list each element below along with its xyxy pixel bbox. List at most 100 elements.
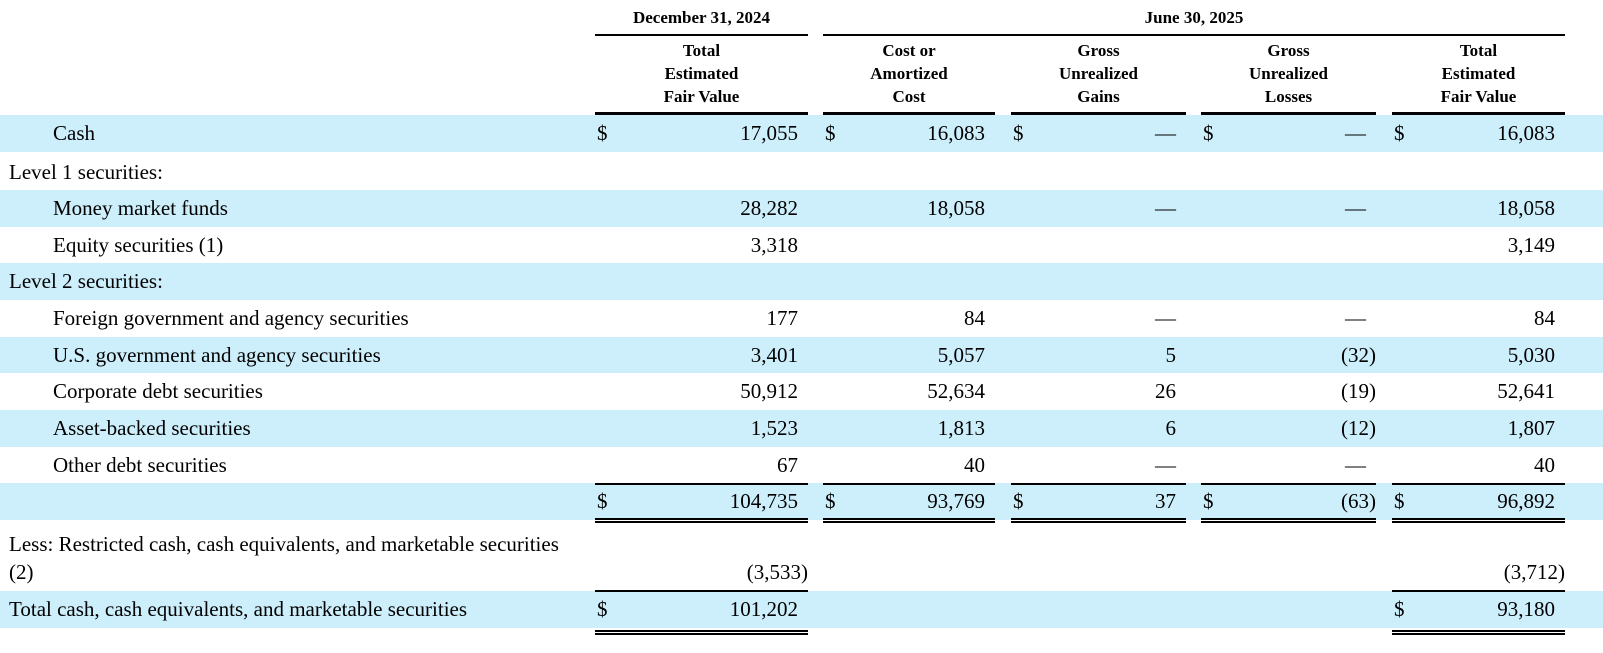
cell-value: 104,735 [729,489,798,513]
dollar-sign: $ [825,489,836,513]
column-header-underline [1011,112,1186,116]
cell-value: 84 [1534,306,1555,330]
dollar-sign: $ [1203,489,1214,513]
cell-value: 18,058 [927,196,985,220]
row-label: Level 2 securities: [9,269,163,293]
cell-value: 3,318 [750,233,798,257]
dollar-sign: $ [597,489,608,513]
subtotal-double-rule [1011,518,1186,523]
cell-value: 28,282 [740,196,798,220]
cell-value: 52,641 [1497,379,1555,403]
column-header: Total Estimated Fair Value [663,41,740,106]
row-highlight-band [0,483,1603,520]
cell-value: 1,807 [1507,416,1555,440]
row-label: Corporate debt securities [53,379,263,403]
cell-value: 5,030 [1507,343,1555,367]
cell-value: (19) [1341,379,1376,403]
subtotal-rule [1011,483,1186,485]
total-rule [595,590,808,592]
column-header-underline [1201,112,1376,116]
cell-value: 3,149 [1507,233,1555,257]
column-header-underline [595,112,808,116]
cell-value: (12) [1341,416,1376,440]
cell-value: — [1155,196,1176,220]
dollar-sign: $ [1013,489,1024,513]
subtotal-double-rule [1201,518,1376,523]
row-label: Asset-backed securities [53,416,251,440]
dollar-sign: $ [597,121,608,145]
dollar-sign: $ [1394,597,1405,621]
cell-value: (63) [1341,489,1376,513]
row-label: Equity securities (1) [53,233,224,257]
dollar-sign: $ [1013,121,1024,145]
cell-value: 3,401 [750,343,798,367]
total-double-rule [1392,630,1565,635]
cell-value: — [1155,121,1176,145]
dollar-sign: $ [1394,489,1405,513]
column-header-underline [1392,112,1565,116]
dollar-sign: $ [597,597,608,621]
cell-value: (3,712) [1503,560,1565,584]
cell-value: 17,055 [740,121,798,145]
cell-value: 67 [777,453,798,477]
cell-value: 52,634 [927,379,985,403]
row-highlight-band [0,190,1603,227]
row-label: Other debt securities [53,453,227,477]
cell-value: 96,892 [1497,489,1555,513]
cell-value: 1,523 [750,416,798,440]
cell-value: 84 [964,306,985,330]
cell-value: 16,083 [927,121,985,145]
period-header-jun-2025: June 30, 2025 [1144,8,1244,27]
period-underline-dec-2024 [595,34,808,36]
column-header: Gross Unrealized Gains [1058,41,1138,106]
cell-value: 40 [964,453,985,477]
dollar-sign: $ [825,121,836,145]
cell-value: 101,202 [729,597,798,621]
cell-value: 37 [1155,489,1176,513]
subtotal-double-rule [1392,518,1565,523]
subtotal-double-rule [823,518,995,523]
total-double-rule [595,630,808,635]
subtotal-rule [595,483,808,485]
subtotal-rule [823,483,995,485]
column-header: Gross Unrealized Losses [1248,41,1328,106]
cell-value: — [1345,121,1366,145]
cell-value: 40 [1534,453,1555,477]
period-header-dec-2024: December 31, 2024 [632,8,771,27]
row-highlight-band [0,410,1603,447]
row-label: Foreign government and agency securities [53,306,409,330]
cell-value: (3,533) [746,560,808,584]
cell-value: 177 [766,306,799,330]
row-highlight-band [0,115,1603,152]
cell-value: 93,769 [927,489,985,513]
cell-value: 5,057 [937,343,985,367]
cell-value: 93,180 [1497,597,1555,621]
dollar-sign: $ [1203,121,1214,145]
row-highlight-band [0,263,1603,300]
row-label: Money market funds [53,196,228,220]
cell-value: 18,058 [1497,196,1555,220]
cell-value: (32) [1341,343,1376,367]
dollar-sign: $ [1394,121,1405,145]
subtotal-rule [1392,483,1565,485]
row-label: Cash [53,121,95,145]
cell-value: 26 [1155,379,1176,403]
subtotal-double-rule [595,518,808,523]
row-highlight-band [0,591,1603,628]
row-label: Level 1 securities: [9,160,163,184]
cell-value: — [1155,306,1176,330]
cell-value: — [1345,453,1366,477]
cell-value: 50,912 [740,379,798,403]
row-label: Less: Restricted cash, cash equivalents,… [9,532,559,584]
cell-value: — [1155,453,1176,477]
column-header-underline [823,112,995,116]
period-underline-jun-2025 [823,34,1565,36]
cell-value: 6 [1165,416,1177,440]
cell-value: 5 [1165,343,1177,367]
cell-value: — [1345,306,1366,330]
column-header: Cost or Amortized Cost [870,41,948,106]
row-label: U.S. government and agency securities [53,343,381,367]
row-highlight-band [0,337,1603,373]
subtotal-rule [1201,483,1376,485]
row-label: Total cash, cash equivalents, and market… [9,597,468,621]
